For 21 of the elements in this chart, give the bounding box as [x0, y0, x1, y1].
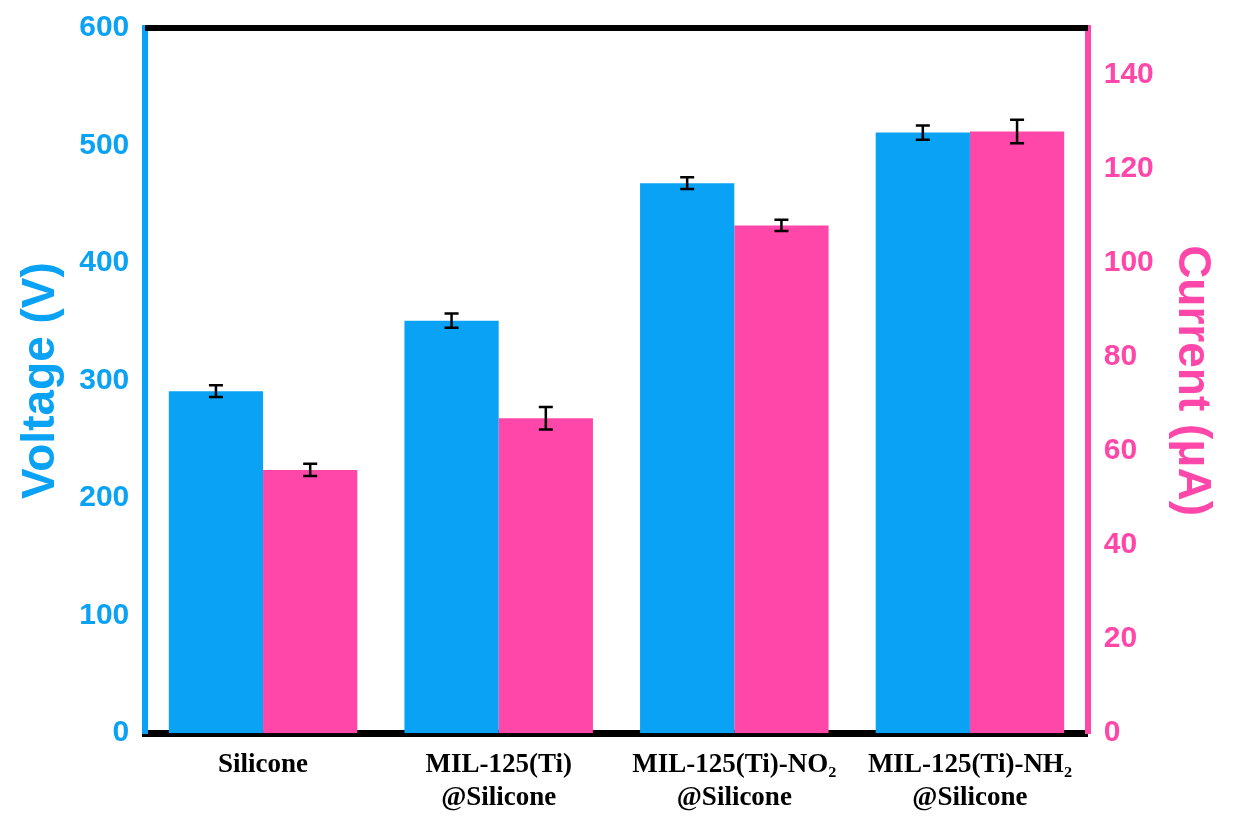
y-tick-label: 200	[79, 479, 130, 513]
y-tick-label: 400	[79, 244, 130, 278]
y2-tick-label: 120	[1103, 150, 1154, 184]
y-tick-label: 300	[79, 361, 130, 395]
x-tick-label: MIL-125(Ti) @Silicone	[425, 748, 572, 811]
y2-tick-label: 60	[1103, 432, 1138, 466]
y2-tick-label: 0	[1103, 714, 1121, 748]
y2-axis-title: Current (μA)	[1168, 245, 1221, 517]
y-tick-label: 500	[79, 126, 130, 160]
y-tick-label: 100	[79, 596, 130, 630]
x-tick-label: Silicone	[218, 748, 309, 779]
y-axis-title: Voltage (V)	[12, 262, 65, 500]
y2-tick-label: 20	[1103, 620, 1138, 654]
y2-tick-label: 140	[1103, 56, 1154, 90]
y2-tick-label: 100	[1103, 244, 1154, 278]
y2-tick-label: 80	[1103, 338, 1138, 372]
x-tick-label: MIL-125(Ti)-NH₂ @Silicone	[867, 748, 1072, 811]
y-tick-label: 600	[79, 9, 130, 43]
y-tick-label: 0	[112, 714, 130, 748]
y2-tick-label: 40	[1103, 526, 1138, 560]
x-tick-label: MIL-125(Ti)-NO₂ @Silicone	[632, 748, 837, 811]
